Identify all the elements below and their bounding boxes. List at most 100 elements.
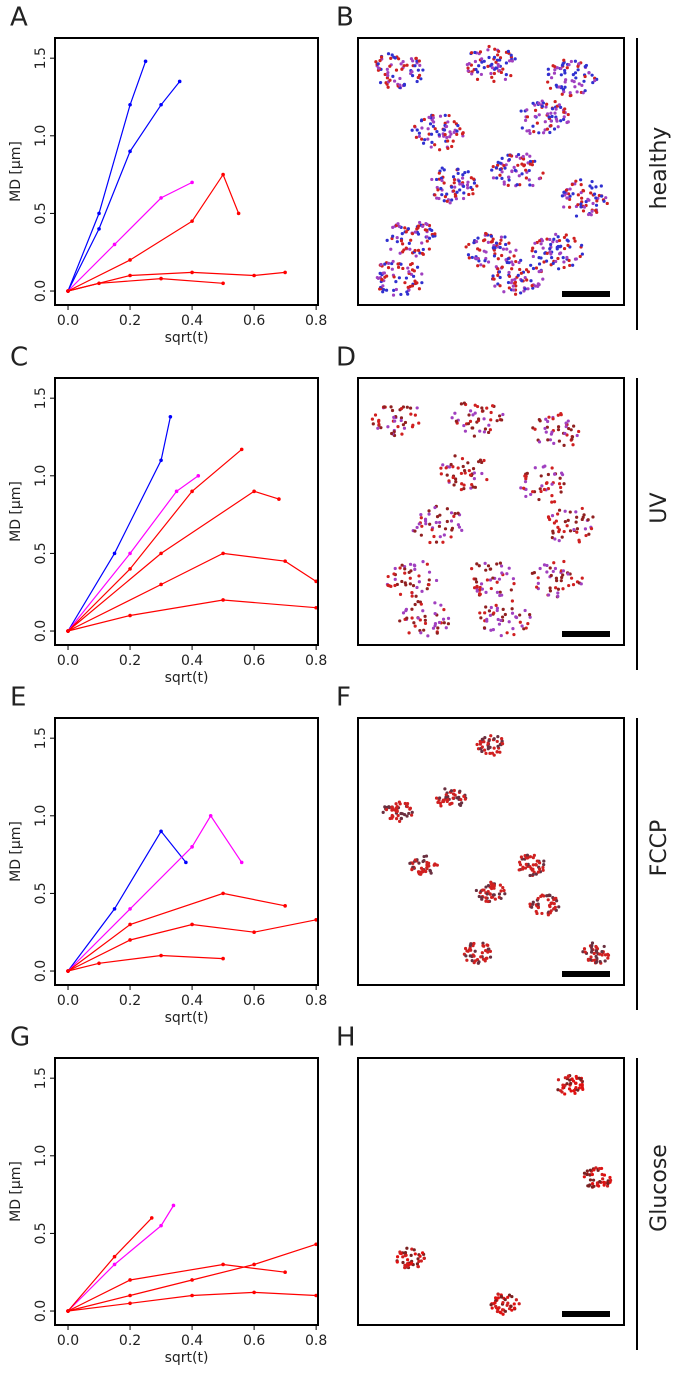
- localisation-dot: [594, 944, 598, 949]
- localisation-dot: [520, 624, 524, 628]
- localisation-dot: [402, 565, 407, 569]
- localisation-dot: [405, 805, 409, 809]
- localisation-dot: [390, 808, 394, 812]
- localisation-dot: [423, 614, 427, 618]
- localisation-dot: [499, 618, 503, 623]
- localisation-dot: [475, 70, 480, 74]
- localisation-dot: [514, 1298, 518, 1302]
- localisation-dot: [419, 512, 423, 517]
- localisation-dot: [557, 905, 561, 909]
- x-tick-label: 0.4: [181, 313, 203, 329]
- localisation-dot: [503, 892, 507, 896]
- localisation-dot: [400, 232, 404, 236]
- localisation-dot: [565, 1082, 569, 1086]
- trajectory: [67, 599, 317, 632]
- x-tick-label: 0.8: [305, 1333, 327, 1349]
- localisation-dot: [399, 292, 403, 297]
- localisation-dot: [495, 1309, 499, 1314]
- localisation-dot: [423, 618, 427, 622]
- localisation-dot: [546, 438, 550, 442]
- localisation-dot: [370, 417, 374, 421]
- localisation-dot: [495, 580, 499, 584]
- localisation-dot: [439, 186, 443, 191]
- localisation-dot: [595, 956, 599, 960]
- localisation-dot: [445, 473, 449, 477]
- localisation-dot: [543, 426, 547, 431]
- localisation-dot: [462, 191, 466, 195]
- localisation-dot: [486, 64, 490, 68]
- localisation-dot: [459, 471, 464, 476]
- localisation-dot: [392, 288, 396, 292]
- localisation-dot: [390, 431, 394, 436]
- localisation-dot: [448, 201, 452, 205]
- image-frame: [357, 1057, 625, 1326]
- localisation-dot: [458, 127, 462, 131]
- localisation-dot: [410, 232, 415, 236]
- localisation-dot: [492, 254, 497, 258]
- localisation-dot: [566, 196, 570, 200]
- localisation-dot: [420, 524, 424, 528]
- localisation-dot: [403, 226, 407, 230]
- localisation-dot: [556, 1078, 561, 1082]
- y-tick-label: 1.0: [33, 1145, 49, 1167]
- trajectory: [67, 61, 147, 292]
- localisation-dot: [460, 528, 464, 532]
- localisation-dot: [584, 533, 588, 538]
- trajectory-point: [149, 1216, 154, 1220]
- localisation-dot: [598, 952, 602, 956]
- localisation-dot: [567, 258, 571, 263]
- localisation-dot: [594, 196, 598, 200]
- localisation-dot: [403, 567, 407, 571]
- localisation-dot: [500, 265, 504, 269]
- localisation-dot: [486, 260, 491, 264]
- localisation-dot: [407, 631, 411, 635]
- localisation-dot: [449, 462, 453, 467]
- condition-label: UV: [647, 492, 672, 523]
- localisation-dot: [448, 135, 452, 139]
- localisation-dot: [520, 172, 524, 176]
- localisation-dot: [512, 165, 516, 169]
- localisation-dot: [426, 127, 430, 131]
- localisation-dot: [582, 1171, 587, 1175]
- localisation-dot: [472, 477, 477, 481]
- trajectory-point: [159, 102, 163, 107]
- localisation-dot: [524, 168, 528, 172]
- trajectory-point: [128, 922, 132, 927]
- localisation-dot: [467, 62, 471, 66]
- trajectory-point: [128, 102, 132, 107]
- localisation-dot: [453, 512, 457, 516]
- localisation-dot: [556, 587, 561, 591]
- localisation-dot: [479, 955, 483, 959]
- localisation-dot: [436, 626, 440, 630]
- localisation-dot: [554, 259, 558, 264]
- localisation-dot: [455, 132, 459, 136]
- localisation-dot: [419, 1259, 423, 1263]
- localisation-dot: [557, 482, 562, 486]
- localisation-dot: [489, 882, 493, 886]
- localisation-dot: [410, 70, 414, 74]
- localisation-dot: [489, 628, 493, 632]
- localisation-dot: [552, 521, 557, 525]
- localisation-dot: [388, 64, 392, 68]
- localisation-dot: [565, 255, 569, 260]
- localisation-dot: [450, 416, 454, 420]
- localisation-dot: [471, 485, 475, 489]
- localisation-dot: [431, 124, 435, 128]
- localisation-dot: [495, 176, 499, 180]
- localisation-dot: [528, 154, 532, 158]
- localisation-dot: [503, 612, 507, 617]
- localisation-dot: [386, 70, 390, 75]
- trajectory-point: [159, 582, 163, 587]
- localisation-dot: [563, 431, 567, 436]
- localisation-dot: [405, 616, 409, 620]
- localisation-dot: [428, 522, 432, 526]
- localisation-dot: [415, 1262, 420, 1266]
- localisation-dot: [535, 121, 539, 125]
- localisation-dot: [458, 789, 462, 793]
- localisation-dot: [524, 176, 528, 180]
- localisation-dot: [495, 608, 499, 613]
- localisation-dot: [509, 588, 513, 592]
- trajectory-point: [221, 1262, 225, 1267]
- localisation-dot: [557, 238, 562, 243]
- localisation-dot: [536, 902, 540, 906]
